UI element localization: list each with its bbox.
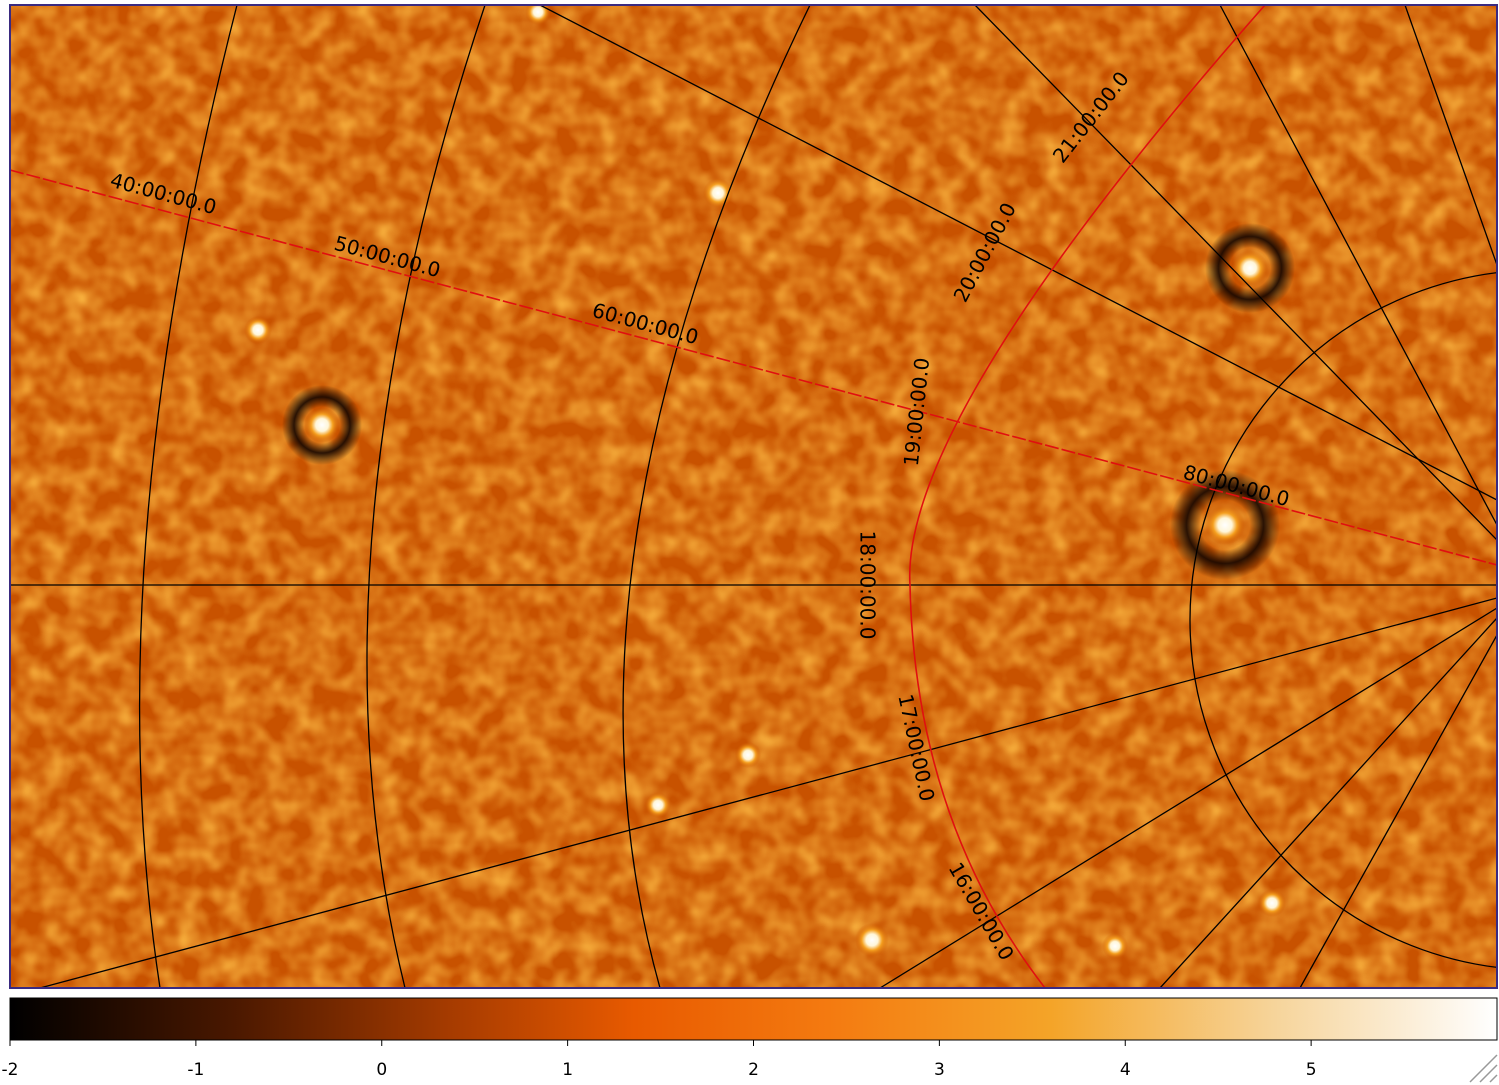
image <box>10 5 1497 988</box>
colorbar-tick-label: 4 <box>1120 1060 1131 1080</box>
colorbar-tick-label: 3 <box>934 1060 945 1080</box>
coordinate-label: 18:00:00.0 <box>856 531 880 640</box>
resize-grip[interactable] <box>1469 1054 1498 1083</box>
colorbar-tick-label: 5 <box>1306 1060 1317 1080</box>
colorbar-tick-label: -1 <box>187 1060 204 1080</box>
colorbar <box>9 997 1498 1041</box>
colorbar-tick-label: 1 <box>562 1060 573 1080</box>
image-frame <box>9 4 1498 989</box>
colorbar-axis: -2 -1 0 1 2 3 4 5 <box>2 1040 1317 1080</box>
highlighted-grid <box>10 5 1497 988</box>
coordinate-grid <box>10 5 1497 988</box>
colorbar-tick-label: 0 <box>376 1060 387 1080</box>
colorbar-tick-label: -2 <box>2 1060 19 1080</box>
colorbar-tick-label: 2 <box>748 1060 759 1080</box>
